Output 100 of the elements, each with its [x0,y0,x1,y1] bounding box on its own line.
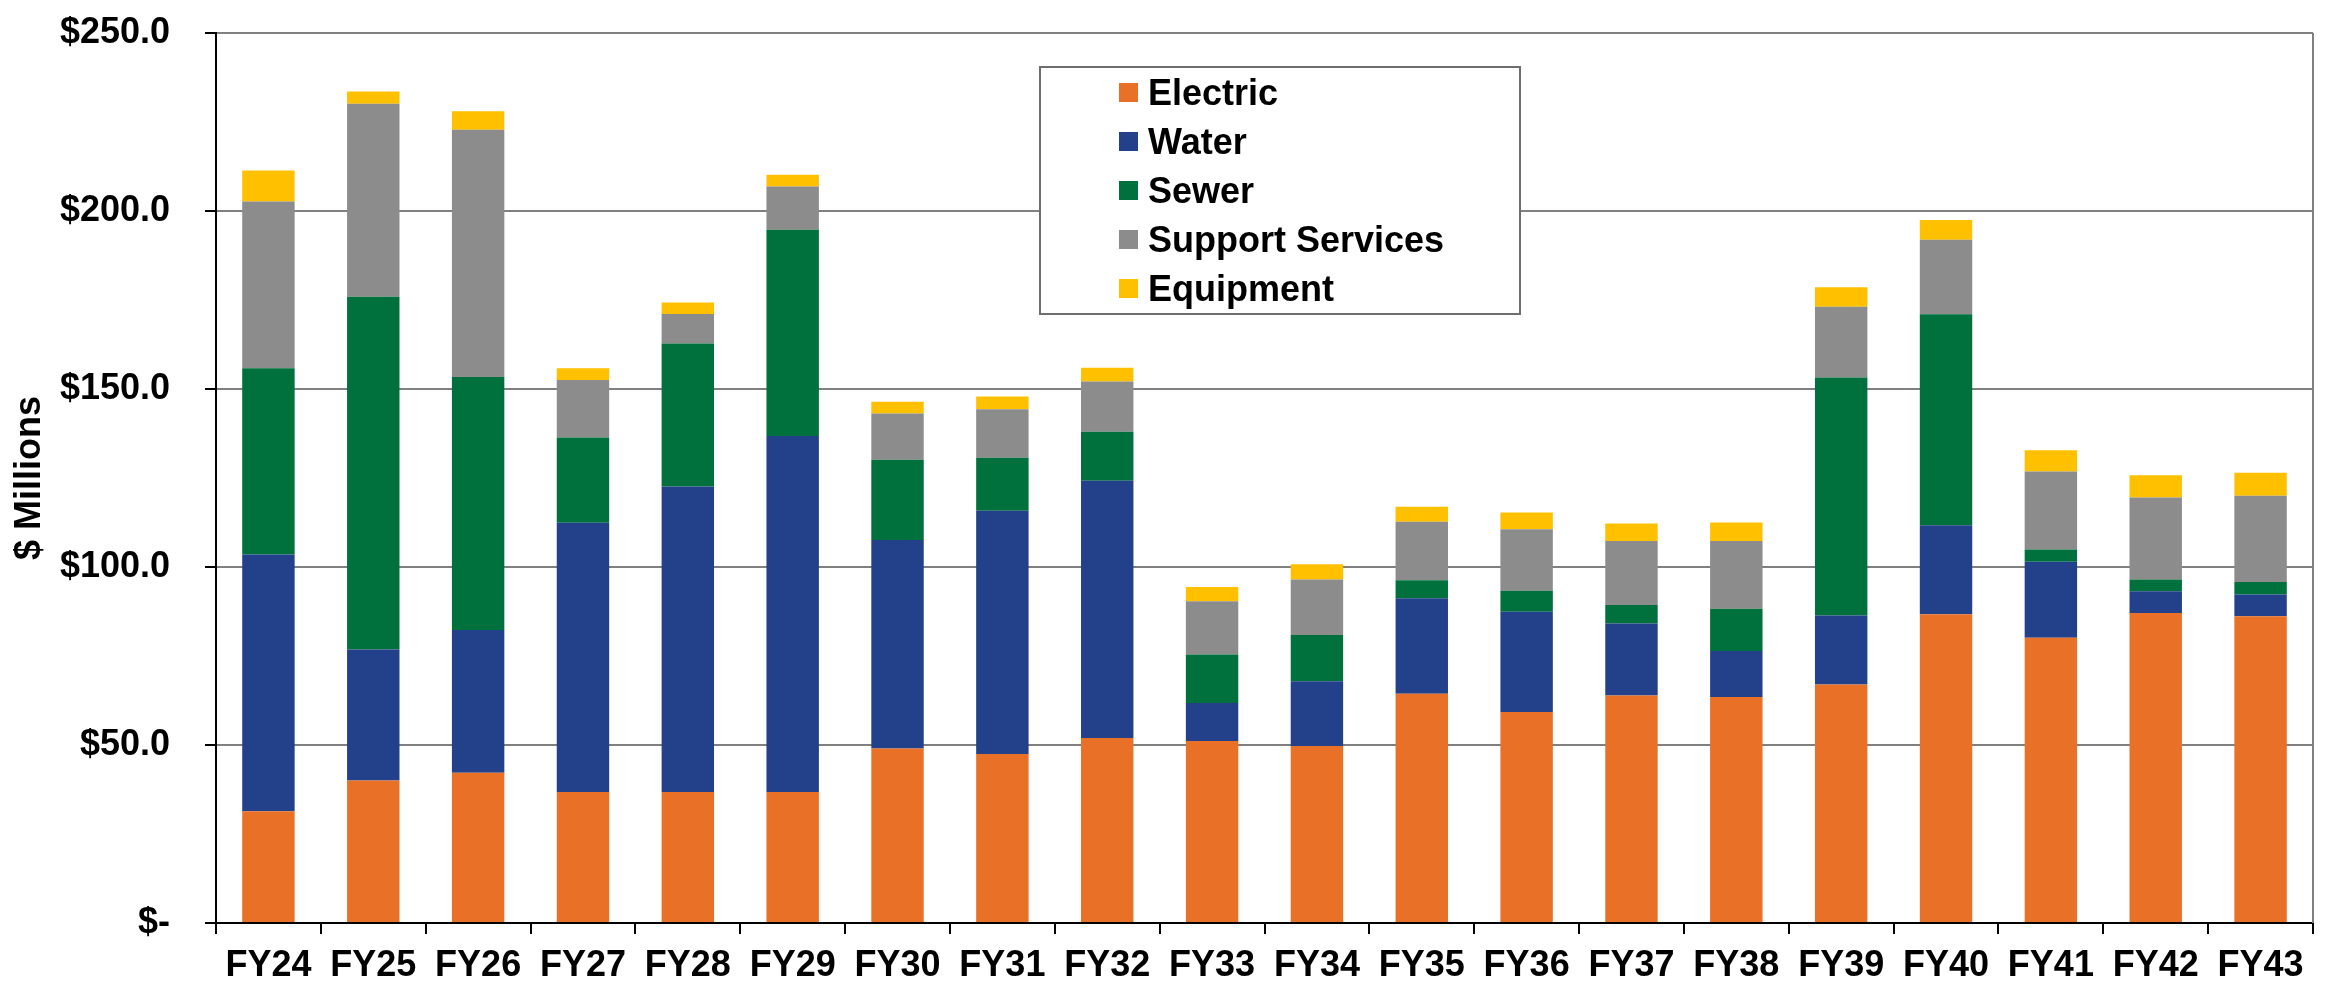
x-tick-label: FY29 [749,942,836,984]
y-axis-title: $ Millions [6,395,48,561]
bar [1081,480,1134,738]
x-tick-label: FY34 [1273,942,1360,984]
bar [1500,590,1553,612]
bar [1919,239,1973,315]
legend-label: Support Services [1148,218,1445,261]
bar [451,772,505,922]
x-tick-label: FY33 [1169,942,1256,984]
bar [1395,598,1448,694]
bar [871,459,924,540]
bar [1814,684,1868,922]
bar [2234,472,2287,496]
bar [1185,702,1239,742]
bar [556,368,610,381]
y-tick-label: $150.0 [59,365,170,407]
bar [2234,581,2287,595]
bar [1919,314,1973,526]
bar [1185,654,1239,703]
bar [1500,611,1553,712]
bar [766,435,819,792]
bar [2129,475,2182,498]
legend-label: Electric [1148,71,1279,114]
y-tick-label: $50.0 [79,721,170,763]
bar [1290,579,1344,635]
y-tick-label: $200.0 [59,187,170,229]
x-tick-label: FY31 [959,942,1046,984]
bar [976,409,1029,458]
bar [661,343,715,487]
x-tick-label: FY27 [539,942,626,984]
bar [1185,601,1239,655]
bar [347,780,400,922]
x-tick-label: FY30 [854,942,941,984]
bar [2024,549,2078,562]
bar [2129,612,2182,922]
bar [1290,635,1344,682]
bar [1395,506,1448,522]
bar [1395,580,1448,599]
bar [1290,681,1344,747]
bar [1500,711,1553,922]
bar [871,748,924,922]
bar [766,174,819,187]
bar [976,457,1029,511]
x-tick-label: FY40 [1903,942,1990,984]
bar [242,554,295,812]
bar [766,791,819,922]
x-tick-label: FY25 [330,942,417,984]
bar [1081,737,1134,922]
x-tick-label: FY38 [1693,942,1780,984]
bar [1919,219,1973,240]
legend-label: Equipment [1148,267,1334,310]
bar [1500,512,1553,530]
bar [1814,615,1868,685]
bar [766,229,819,436]
bar [976,396,1029,410]
bar [1710,696,1763,922]
bar [451,630,505,773]
legend-label: Sewer [1148,169,1255,212]
bar [556,791,610,922]
bar [451,376,505,631]
bar [1919,614,1973,922]
bar [1710,522,1763,542]
bar [2234,594,2287,617]
bar [2024,450,2078,472]
bar [242,170,295,202]
bar [2234,616,2287,922]
bar [871,413,924,460]
x-tick-label: FY37 [1588,942,1675,984]
x-tick-label: FY36 [1483,942,1570,984]
x-tick-label: FY26 [435,942,522,984]
bar [451,111,505,130]
bar [1710,651,1763,697]
x-tick-label: FY32 [1064,942,1151,984]
bar [871,401,924,414]
bar [2024,637,2078,922]
bar [1814,287,1868,307]
bar [1290,746,1344,922]
bar [871,539,924,749]
bar [2024,471,2078,550]
bar [242,368,295,555]
bar [1919,525,1973,615]
x-tick-label: FY41 [2007,942,2094,984]
bar [556,437,610,523]
bar [976,510,1029,754]
y-tick-label: $- [137,899,170,941]
bar [661,486,715,792]
bar [1290,564,1344,580]
bar [661,302,715,314]
bar [1814,377,1868,616]
bar [1605,695,1658,922]
bar [661,791,715,922]
bar [242,811,295,922]
bar [1185,586,1239,602]
bar [347,91,400,104]
bar [1185,741,1239,922]
bar [1081,367,1134,382]
x-tick-label: FY39 [1798,942,1885,984]
bar [556,522,610,792]
bar [1395,693,1448,922]
x-tick-label: FY24 [225,942,312,984]
